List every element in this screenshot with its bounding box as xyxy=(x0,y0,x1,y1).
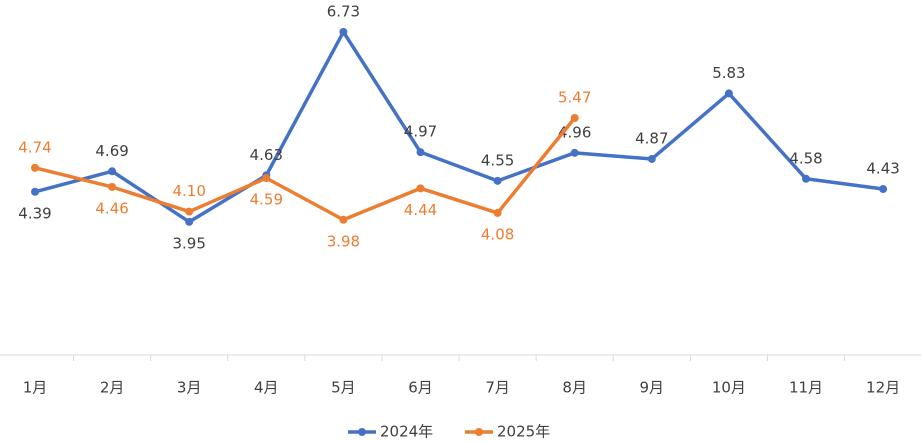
data-label: 4.63 xyxy=(250,146,283,164)
x-tick-label: 9月 xyxy=(640,379,665,397)
point xyxy=(802,174,810,183)
legend-label: 2024年 xyxy=(380,423,433,441)
legend-marker xyxy=(475,428,483,436)
point xyxy=(108,182,117,191)
data-label: 4.69 xyxy=(95,142,128,160)
point xyxy=(493,208,502,217)
data-label: 4.10 xyxy=(172,182,205,200)
point xyxy=(570,148,579,157)
point xyxy=(570,113,579,122)
series-line xyxy=(34,30,884,224)
x-tick-label: 8月 xyxy=(562,379,587,397)
point xyxy=(185,217,194,226)
point xyxy=(493,176,502,185)
data-label: 3.98 xyxy=(327,232,360,250)
x-tick-label: 7月 xyxy=(485,379,510,397)
legend-label: 2025年 xyxy=(497,423,550,441)
data-label: 4.44 xyxy=(404,201,437,219)
x-tick-label: 6月 xyxy=(408,379,433,397)
data-label: 4.97 xyxy=(404,123,437,141)
data-label: 4.39 xyxy=(18,204,51,222)
point xyxy=(185,207,194,216)
legend-marker xyxy=(358,428,366,436)
data-label: 4.55 xyxy=(481,151,514,169)
data-label: 5.83 xyxy=(712,64,745,82)
x-tick-label: 12月 xyxy=(866,379,900,397)
data-label: 5.47 xyxy=(558,88,591,106)
data-label: 4.58 xyxy=(789,149,822,167)
point xyxy=(724,89,733,98)
point xyxy=(108,167,117,176)
point xyxy=(31,163,39,172)
point xyxy=(339,27,348,36)
x-tick-label: 10月 xyxy=(712,379,746,397)
data-label: 3.95 xyxy=(172,234,205,252)
data-label: 4.43 xyxy=(866,160,899,178)
x-tick-label: 5月 xyxy=(331,379,356,397)
point xyxy=(262,174,271,183)
data-label: 4.46 xyxy=(95,199,128,217)
point xyxy=(879,185,888,194)
point xyxy=(416,184,425,193)
data-label: 4.08 xyxy=(481,225,514,243)
x-tick-label: 4月 xyxy=(254,379,279,397)
point xyxy=(647,154,656,163)
x-tick-label: 1月 xyxy=(23,379,48,397)
point xyxy=(416,148,425,157)
point xyxy=(31,187,39,196)
x-tick-label: 3月 xyxy=(177,379,202,397)
data-label: 4.87 xyxy=(635,129,668,147)
data-label: 4.59 xyxy=(250,191,283,209)
x-tick-label: 2月 xyxy=(100,379,125,397)
series-line xyxy=(34,116,577,222)
data-label: 6.73 xyxy=(327,2,360,20)
point xyxy=(339,215,348,224)
x-tick-label: 11月 xyxy=(789,379,823,397)
data-label: 4.74 xyxy=(18,138,51,156)
